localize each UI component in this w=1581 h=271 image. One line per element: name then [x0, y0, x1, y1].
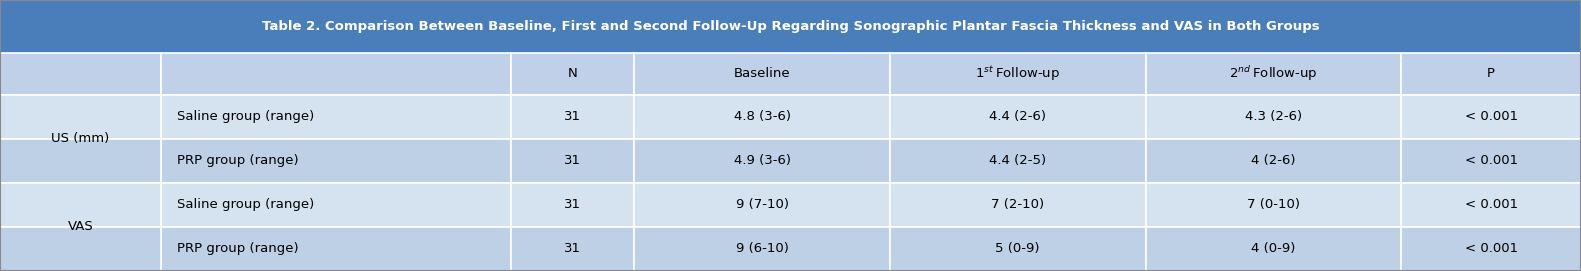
- Bar: [1146, 95, 1401, 139]
- Bar: [1401, 95, 1581, 139]
- Bar: [634, 95, 890, 139]
- Bar: [1146, 139, 1401, 183]
- Bar: [1401, 139, 1581, 183]
- Bar: [890, 139, 1146, 183]
- Bar: [1401, 183, 1581, 227]
- Bar: [0, 139, 161, 183]
- Text: N: N: [568, 67, 577, 80]
- Bar: [634, 53, 890, 95]
- Text: 4.9 (3-6): 4.9 (3-6): [734, 154, 790, 167]
- Text: 4 (2-6): 4 (2-6): [1251, 154, 1295, 167]
- Text: Table 2. Comparison Between Baseline, First and Second Follow-Up Regarding Sonog: Table 2. Comparison Between Baseline, Fi…: [262, 20, 1319, 33]
- Text: P: P: [1488, 67, 1496, 80]
- Text: Baseline: Baseline: [734, 67, 790, 80]
- Bar: [1401, 53, 1581, 95]
- Bar: [161, 227, 511, 271]
- Bar: [0, 95, 161, 139]
- Text: 4.8 (3-6): 4.8 (3-6): [734, 110, 790, 123]
- Bar: [511, 227, 634, 271]
- Bar: [161, 95, 511, 139]
- Bar: [1401, 227, 1581, 271]
- Bar: [161, 53, 511, 95]
- Bar: [511, 95, 634, 139]
- Bar: [634, 139, 890, 183]
- Text: < 0.001: < 0.001: [1464, 243, 1518, 256]
- Bar: [511, 139, 634, 183]
- Text: VAS: VAS: [68, 221, 93, 233]
- Bar: [511, 53, 634, 95]
- Bar: [890, 227, 1146, 271]
- Text: PRP group (range): PRP group (range): [177, 154, 299, 167]
- Text: $1^{st}$ Follow-up: $1^{st}$ Follow-up: [975, 64, 1061, 83]
- Text: 31: 31: [564, 198, 582, 211]
- Text: 9 (7-10): 9 (7-10): [735, 198, 789, 211]
- Text: 9 (6-10): 9 (6-10): [735, 243, 789, 256]
- Text: 7 (0-10): 7 (0-10): [1247, 198, 1300, 211]
- Bar: [1146, 183, 1401, 227]
- Bar: [0, 227, 161, 271]
- Text: Saline group (range): Saline group (range): [177, 198, 315, 211]
- Bar: [0, 53, 161, 95]
- Bar: [0, 95, 161, 139]
- Bar: [890, 183, 1146, 227]
- Text: $2^{nd}$ Follow-up: $2^{nd}$ Follow-up: [1228, 64, 1317, 83]
- Text: 5 (0-9): 5 (0-9): [996, 243, 1040, 256]
- Bar: [0, 183, 161, 227]
- Bar: [890, 53, 1146, 95]
- Bar: [0, 0, 1581, 53]
- Text: < 0.001: < 0.001: [1464, 154, 1518, 167]
- Bar: [0, 183, 161, 227]
- Text: PRP group (range): PRP group (range): [177, 243, 299, 256]
- Bar: [634, 183, 890, 227]
- Text: 31: 31: [564, 243, 582, 256]
- Text: 31: 31: [564, 154, 582, 167]
- Bar: [1146, 53, 1401, 95]
- Bar: [0, 227, 161, 271]
- Text: Saline group (range): Saline group (range): [177, 110, 315, 123]
- Bar: [161, 139, 511, 183]
- Bar: [1146, 227, 1401, 271]
- Text: US (mm): US (mm): [51, 133, 109, 145]
- Text: 31: 31: [564, 110, 582, 123]
- Text: < 0.001: < 0.001: [1464, 110, 1518, 123]
- Bar: [0, 139, 161, 183]
- Text: 7 (2-10): 7 (2-10): [991, 198, 1045, 211]
- Text: < 0.001: < 0.001: [1464, 198, 1518, 211]
- Text: 4.3 (2-6): 4.3 (2-6): [1244, 110, 1301, 123]
- Text: 4 (0-9): 4 (0-9): [1251, 243, 1295, 256]
- Bar: [890, 95, 1146, 139]
- Text: 4.4 (2-5): 4.4 (2-5): [990, 154, 1047, 167]
- Bar: [634, 227, 890, 271]
- Bar: [511, 183, 634, 227]
- Bar: [161, 183, 511, 227]
- Text: 4.4 (2-6): 4.4 (2-6): [990, 110, 1047, 123]
